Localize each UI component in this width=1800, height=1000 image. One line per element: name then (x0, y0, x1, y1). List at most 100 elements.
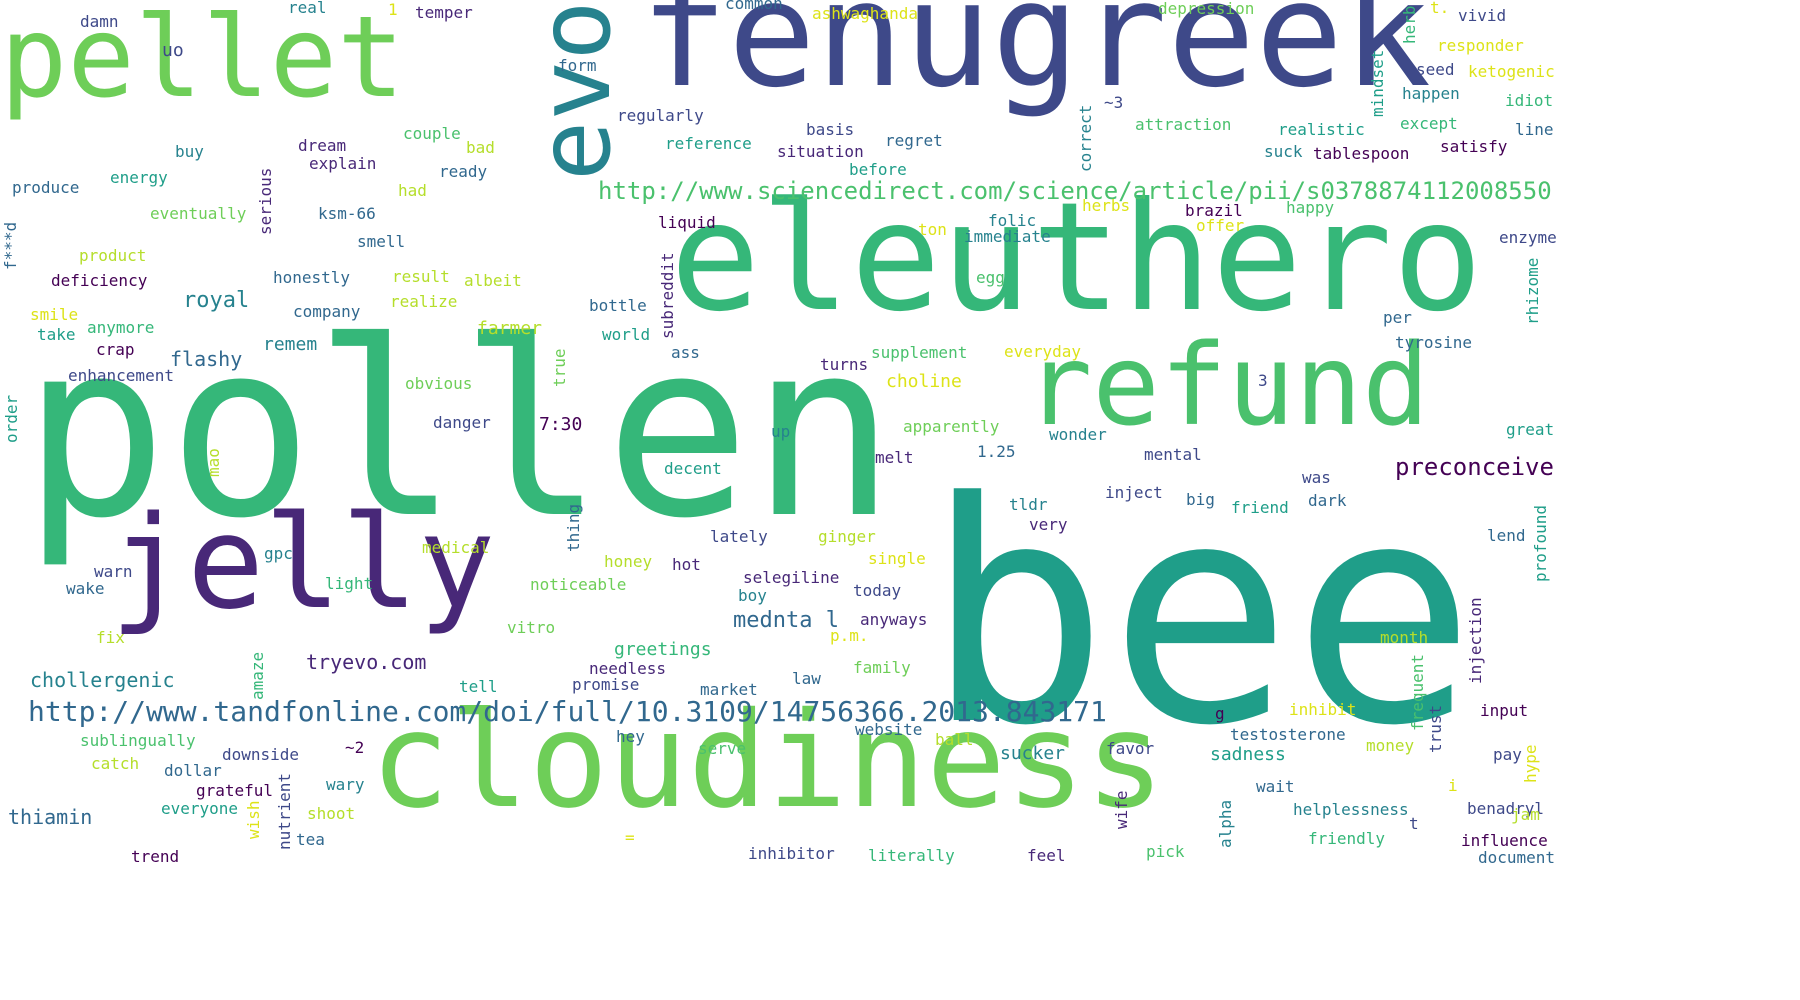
word-http-www-sciencedirect-com-science-article-pii-s0378874112008550: http://www.sciencedirect.com/science/art… (598, 177, 1552, 205)
word-vivid: vivid (1458, 6, 1507, 25)
word-anyways: anyways (860, 610, 928, 629)
word-very: very (1029, 515, 1068, 534)
word-happy: happy (1286, 198, 1335, 217)
word-jelly: jelly (110, 489, 496, 638)
word-feel: feel (1027, 846, 1066, 865)
word-smell: smell (357, 232, 406, 251)
word-3: 3 (1258, 371, 1268, 390)
word-pick: pick (1146, 842, 1185, 861)
word-company: company (293, 302, 361, 321)
word-inject: inject (1105, 483, 1163, 502)
word-serious: serious (256, 167, 275, 235)
word-everyone: everyone (161, 799, 239, 818)
word-albeit: albeit (464, 271, 522, 290)
word-ball: ball (935, 730, 974, 749)
word-frequent: frequent (1408, 653, 1427, 731)
word-dream: dream (298, 136, 347, 155)
word-temper: temper (415, 3, 473, 22)
word-deficiency: deficiency (51, 271, 148, 290)
word-attraction: attraction (1135, 115, 1232, 134)
word-common: common (725, 0, 783, 13)
word-t: t. (1430, 0, 1450, 17)
word-rhizome: rhizome (1523, 257, 1542, 325)
word-ginger: ginger (818, 527, 876, 546)
word-ass: ass (671, 343, 700, 362)
word-buy: buy (175, 142, 204, 161)
word-evo: evo (516, 0, 633, 181)
word-w191: = (625, 828, 635, 847)
word-ashwaghanda: ashwaghanda (812, 4, 918, 23)
word-tryevo-com: tryevo.com (306, 650, 427, 674)
word-tea: tea (296, 830, 325, 849)
word-greetings: greetings (614, 639, 712, 660)
word-promise: promise (572, 675, 640, 694)
word-regret: regret (885, 131, 943, 150)
word-big: big (1186, 490, 1215, 509)
word-t: t (1409, 814, 1419, 833)
word-offer: offer (1196, 216, 1245, 235)
word-immediate: immediate (964, 227, 1051, 246)
word-ready: ready (439, 162, 488, 181)
word-except: except (1400, 114, 1458, 133)
word-correct: correct (1076, 104, 1095, 172)
word-alpha: alpha (1216, 799, 1235, 848)
word-hot: hot (672, 555, 701, 574)
word-1: 1 (388, 0, 398, 19)
word-happen: happen (1402, 84, 1460, 103)
word-trend: trend (131, 847, 180, 866)
word-up: up (771, 422, 791, 441)
word-lately: lately (710, 527, 768, 546)
word-enzyme: enzyme (1499, 228, 1557, 247)
word-boy: boy (738, 586, 767, 605)
word-input: input (1480, 701, 1529, 720)
word-apparently: apparently (903, 417, 1000, 436)
word-family: family (853, 658, 911, 677)
word-wonder: wonder (1049, 425, 1107, 444)
word-medical: medical (422, 538, 490, 557)
word-thiamin: thiamin (8, 805, 93, 829)
word-tell: tell (459, 677, 498, 696)
word-jam: jam (1511, 805, 1540, 824)
word-true: true (550, 348, 569, 387)
word-enhancement: enhancement (68, 366, 174, 385)
word-inhibitor: inhibitor (748, 844, 835, 863)
word-brazil: brazil (1185, 201, 1243, 220)
word-refund: refund (1025, 321, 1430, 451)
word-3: ~3 (1104, 93, 1124, 112)
word-p-m: p.m. (830, 626, 869, 645)
word-damn: damn (80, 12, 119, 31)
word-website: website (855, 720, 923, 739)
word-form: form (558, 56, 597, 75)
word-inhibit: inhibit (1289, 700, 1357, 719)
word-bad: bad (466, 138, 495, 157)
word-friend: friend (1231, 498, 1289, 517)
word-mindset: mindset (1368, 49, 1387, 117)
word-line: line (1515, 120, 1554, 139)
word-realistic: realistic (1278, 120, 1365, 139)
word-single: single (868, 549, 926, 568)
word-shoot: shoot (307, 804, 356, 823)
word-lend: lend (1487, 526, 1526, 545)
word-testosterone: testosterone (1230, 725, 1346, 744)
word-obvious: obvious (405, 374, 473, 393)
word-royal: royal (183, 288, 250, 313)
word-decent: decent (664, 459, 722, 478)
word-amaze: amaze (248, 651, 267, 700)
word-anymore: anymore (87, 318, 155, 337)
word-downside: downside (222, 745, 300, 764)
word-injection: injection (1466, 597, 1485, 684)
word-ketogenic: ketogenic (1468, 62, 1555, 81)
word-warn: warn (94, 562, 133, 581)
word-had: had (398, 181, 427, 200)
word-folic: folic (988, 211, 1037, 230)
word-sadness: sadness (1210, 744, 1286, 765)
word-vitro: vitro (507, 618, 556, 637)
word-tablespoon: tablespoon (1313, 144, 1410, 163)
word-uo: uo (162, 40, 184, 61)
word-wake: wake (66, 579, 105, 598)
word-pellet: pellet (0, 0, 405, 123)
word-1-25: 1.25 (977, 442, 1016, 461)
word-real: real (288, 0, 327, 17)
word-sublingually: sublingually (80, 731, 196, 750)
